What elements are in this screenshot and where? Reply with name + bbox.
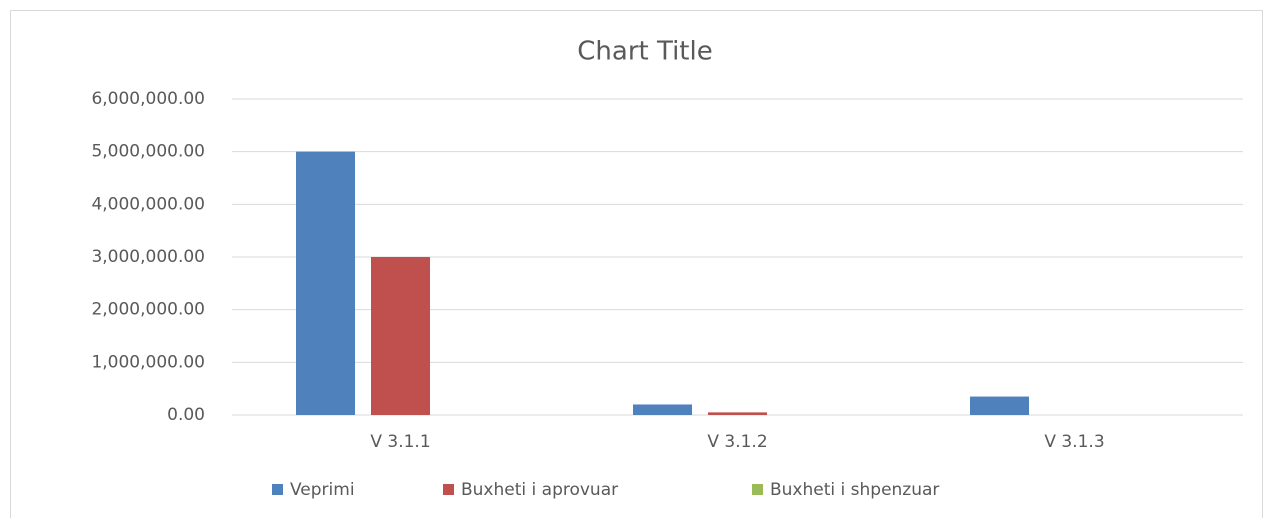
bar xyxy=(296,151,355,415)
bar xyxy=(633,404,692,415)
x-tick-label: V 3.1.2 xyxy=(707,432,767,452)
y-tick-label: 4,000,000.00 xyxy=(91,194,205,214)
y-tick-label: 2,000,000.00 xyxy=(91,300,205,320)
chart-frame xyxy=(10,10,1263,522)
y-tick-label: 6,000,000.00 xyxy=(91,89,205,109)
legend-label: Veprimi xyxy=(290,480,355,500)
y-tick-label: 5,000,000.00 xyxy=(91,142,205,162)
x-tick-label: V 3.1.3 xyxy=(1044,432,1104,452)
y-tick-label: 3,000,000.00 xyxy=(91,247,205,267)
bar xyxy=(970,396,1029,415)
bar xyxy=(371,257,430,415)
legend-swatch xyxy=(752,484,763,495)
y-tick-label: 0.00 xyxy=(167,405,205,425)
y-tick-label: 1,000,000.00 xyxy=(91,352,205,372)
chart-title: Chart Title xyxy=(577,37,712,67)
legend-label: Buxheti i shpenzuar xyxy=(770,480,939,500)
x-tick-label: V 3.1.1 xyxy=(370,432,430,452)
legend-label: Buxheti i aprovuar xyxy=(461,480,618,500)
legend-swatch xyxy=(272,484,283,495)
legend-swatch xyxy=(443,484,454,495)
bar xyxy=(708,412,767,415)
